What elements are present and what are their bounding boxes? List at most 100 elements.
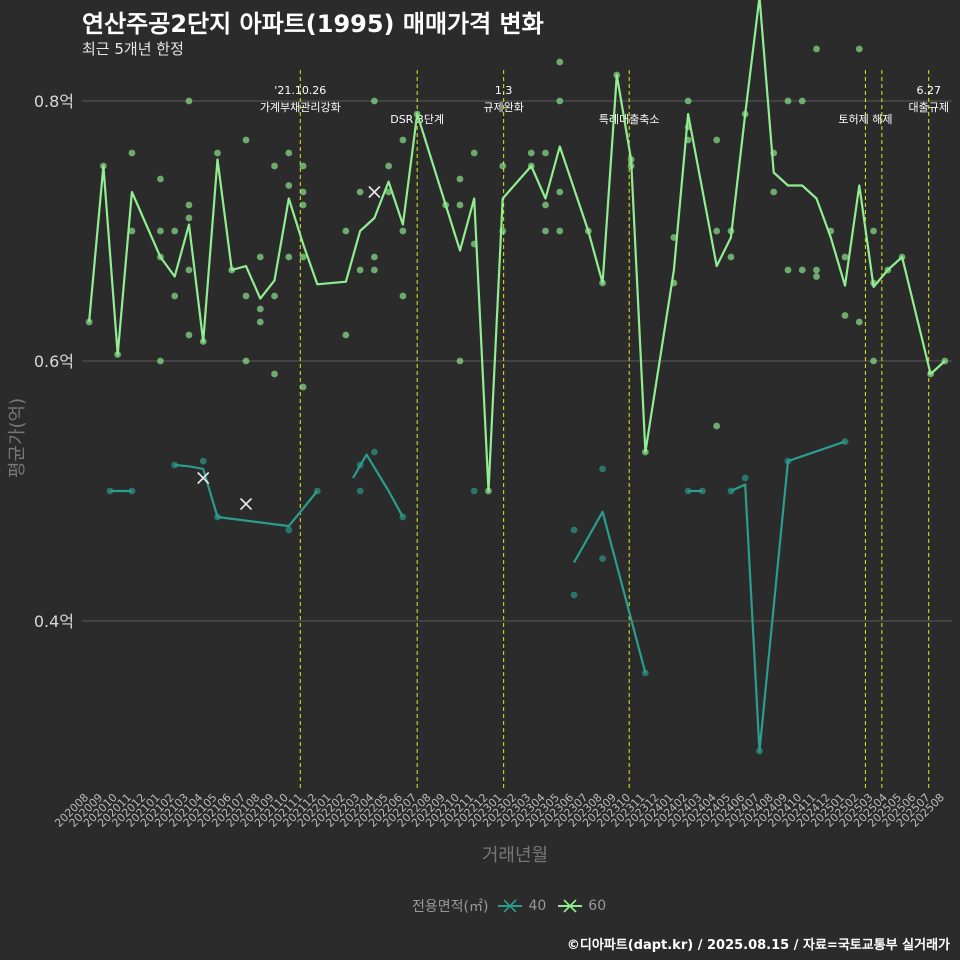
data-point-60	[370, 253, 378, 261]
data-point-60	[499, 162, 507, 170]
legend-label-40: 40	[528, 898, 547, 914]
data-point-60	[128, 227, 136, 235]
y-tick-label: 0.6억	[34, 352, 74, 371]
data-point-60	[870, 357, 877, 365]
data-point-60	[157, 175, 164, 183]
data-point-60	[542, 227, 549, 235]
data-point-60	[684, 97, 692, 105]
data-point-60	[185, 201, 193, 209]
series-line-40	[352, 453, 404, 518]
data-point-60	[556, 97, 564, 105]
data-point-40	[199, 457, 207, 465]
data-point-40	[356, 487, 364, 495]
data-point-60	[798, 97, 806, 105]
data-point-60	[299, 201, 307, 209]
data-point-60	[285, 149, 293, 157]
x-marker-60	[368, 185, 381, 199]
y-tick-label: 0.4억	[34, 612, 74, 631]
data-point-60	[542, 201, 549, 209]
data-point-40	[570, 591, 578, 599]
data-point-40	[370, 448, 378, 456]
data-point-60	[370, 266, 378, 274]
event-label: '21.10.26 가계부채관리강화	[260, 84, 341, 114]
data-point-60	[784, 266, 792, 274]
data-point-60	[356, 266, 364, 274]
x-axis-label: 거래년월	[481, 845, 549, 866]
data-point-60	[713, 227, 721, 235]
legend-key-40-icon	[498, 899, 523, 913]
data-point-60	[713, 136, 721, 144]
data-point-60	[855, 318, 863, 326]
series-line-40	[174, 463, 319, 528]
data-point-60	[456, 175, 464, 183]
data-point-60	[399, 136, 407, 144]
data-point-60	[157, 227, 164, 235]
data-point-60	[727, 253, 735, 261]
event-label: 특례대출축소	[599, 113, 660, 126]
event-label: 1.3 규제완화	[483, 84, 523, 114]
data-point-60	[299, 253, 307, 261]
data-point-60	[256, 253, 264, 261]
y-tick-label: 0.8억	[34, 92, 74, 111]
data-point-60	[128, 149, 136, 157]
series-line-40	[730, 440, 846, 753]
data-point-40	[285, 526, 293, 534]
data-point-60	[342, 331, 350, 339]
data-point-60	[271, 292, 278, 300]
data-point-60	[813, 45, 820, 53]
data-point-60	[556, 227, 564, 235]
data-point-60	[770, 188, 778, 196]
data-point-60	[299, 383, 307, 391]
data-point-40	[699, 487, 706, 495]
data-point-40	[599, 555, 606, 562]
data-point-60	[185, 97, 193, 105]
data-point-60	[870, 227, 877, 235]
data-point-60	[542, 149, 549, 157]
data-point-60	[813, 273, 820, 280]
series-line-60	[88, 0, 946, 493]
event-label: 6.27 대출규제	[908, 84, 948, 114]
data-point-60	[855, 45, 863, 53]
data-point-60	[214, 149, 221, 157]
data-point-60	[841, 253, 849, 261]
data-point-60	[356, 188, 364, 196]
data-point-60	[456, 201, 464, 209]
data-point-40	[128, 487, 136, 495]
data-point-60	[185, 266, 193, 274]
data-point-60	[385, 188, 393, 196]
legend-item-60[interactable]: 60	[556, 896, 606, 916]
data-point-60	[242, 292, 250, 300]
data-point-60	[470, 149, 478, 157]
data-point-60	[256, 318, 264, 326]
data-point-60	[556, 188, 564, 196]
data-point-60	[399, 292, 407, 300]
data-point-60	[798, 266, 806, 274]
data-point-40	[599, 465, 606, 473]
data-point-60	[157, 357, 164, 365]
data-point-60	[242, 136, 250, 144]
data-point-60	[456, 357, 464, 365]
data-point-60	[342, 227, 350, 235]
data-point-60	[784, 97, 792, 105]
data-point-60	[670, 234, 678, 241]
x-marker-40	[239, 497, 253, 511]
data-point-60	[385, 162, 393, 170]
data-point-60	[299, 188, 307, 196]
data-point-60	[271, 370, 278, 378]
legend-item-40[interactable]: 40	[496, 896, 546, 916]
data-point-60	[285, 182, 293, 189]
data-point-60	[813, 266, 820, 274]
data-point-60	[399, 227, 407, 235]
chart-title: 연산주공2단지 아파트(1995) 매매가격 변화	[82, 10, 544, 38]
data-point-60	[285, 253, 293, 261]
legend-label-60: 60	[588, 898, 607, 914]
data-point-60	[527, 149, 535, 157]
data-point-60	[185, 331, 193, 339]
legend-title: 전용면적(㎡)	[412, 899, 489, 915]
data-point-60	[370, 97, 378, 105]
legend-key-60-icon	[558, 899, 583, 913]
data-point-60	[841, 312, 849, 319]
data-point-60	[171, 227, 179, 235]
series-line-40	[573, 510, 647, 674]
